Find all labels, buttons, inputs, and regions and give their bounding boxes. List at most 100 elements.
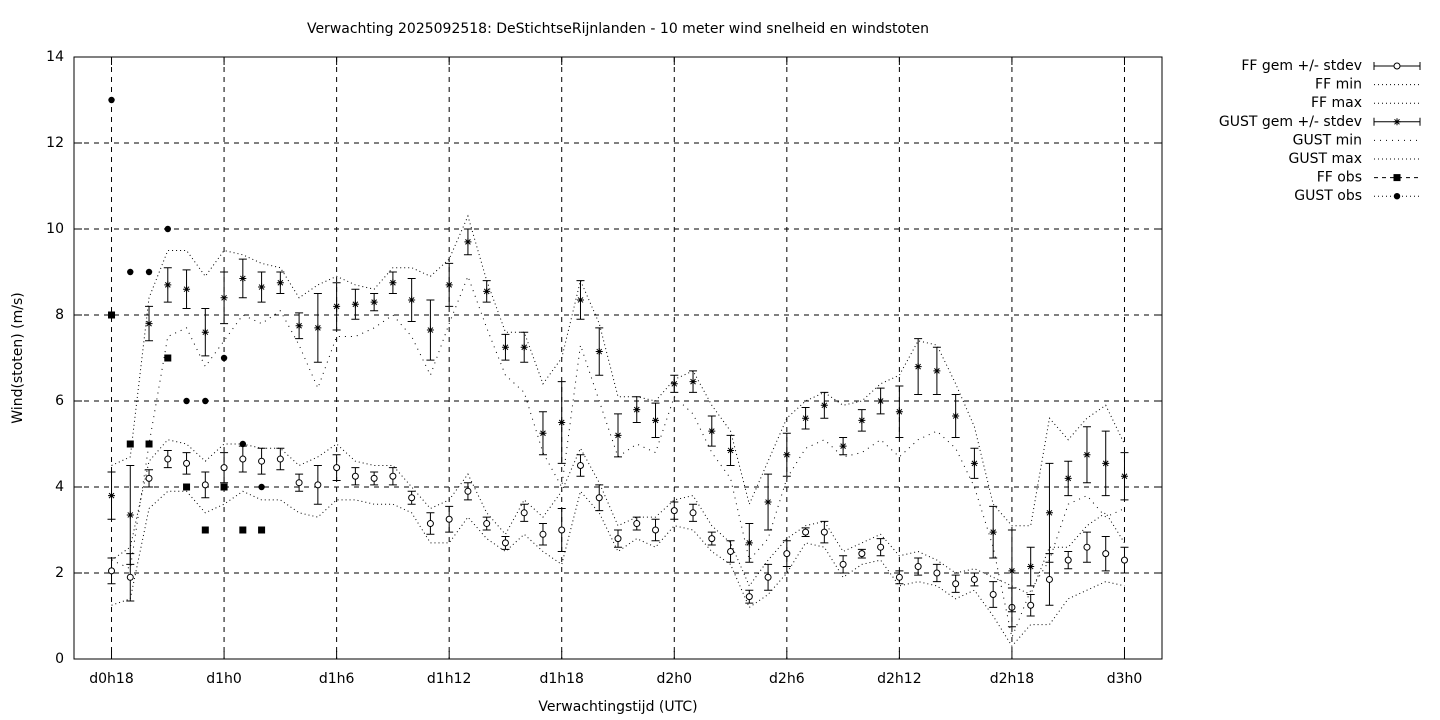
point: [183, 483, 191, 491]
point: [783, 550, 791, 558]
point: [652, 526, 660, 534]
point: [1393, 118, 1401, 126]
point: [1045, 509, 1053, 517]
point: [408, 296, 416, 304]
point: [1064, 556, 1072, 564]
point: [558, 526, 566, 534]
point: [164, 455, 172, 463]
point: [952, 412, 960, 420]
x-tick-label: d2h12: [877, 671, 921, 687]
point: [351, 472, 359, 480]
point: [652, 416, 660, 424]
point: [614, 431, 622, 439]
point: [295, 479, 303, 487]
point: [108, 492, 116, 500]
point: [220, 483, 228, 491]
point: [1102, 550, 1110, 558]
point: [408, 494, 416, 502]
point: [389, 279, 397, 287]
point: [689, 378, 697, 386]
y-tick-label: 10: [46, 221, 64, 237]
point: [1083, 543, 1091, 551]
point: [783, 451, 791, 459]
point: [1120, 472, 1128, 480]
point: [1393, 193, 1401, 200]
point: [877, 397, 885, 405]
x-axis-label: Verwachtingstijd (UTC): [538, 699, 697, 715]
point: [614, 535, 622, 543]
point: [989, 528, 997, 536]
point: [108, 567, 116, 575]
plot-frame: [73, 56, 1163, 660]
point: [858, 416, 866, 424]
point: [1064, 474, 1072, 482]
x-tick-label: d1h0: [206, 671, 242, 687]
point: [108, 96, 115, 104]
point: [220, 354, 228, 362]
legend-label: GUST obs: [1294, 188, 1362, 204]
point: [820, 401, 828, 409]
point: [802, 528, 810, 536]
point: [633, 406, 641, 414]
point: [914, 363, 922, 371]
point: [164, 281, 172, 289]
point: [839, 442, 847, 450]
point: [820, 528, 828, 536]
legend-label: FF min: [1315, 77, 1362, 93]
point: [1393, 174, 1401, 182]
point: [1045, 575, 1053, 583]
legend-label: GUST min: [1293, 132, 1362, 148]
point: [1027, 563, 1035, 571]
point: [239, 526, 247, 534]
point: [333, 464, 341, 472]
point: [183, 285, 191, 293]
point: [126, 440, 134, 448]
point: [895, 408, 903, 416]
point: [576, 296, 584, 304]
point: [970, 575, 978, 583]
point: [145, 474, 153, 482]
point: [370, 298, 378, 306]
point: [239, 440, 247, 448]
point: [164, 354, 172, 362]
point: [764, 498, 772, 506]
point: [183, 397, 190, 405]
point: [1083, 451, 1091, 459]
point: [933, 569, 941, 577]
point: [989, 591, 997, 598]
point: [126, 573, 134, 581]
point: [933, 367, 941, 375]
point: [670, 507, 678, 515]
point: [426, 326, 434, 334]
x-tick-label: d1h6: [319, 671, 355, 687]
x-tick-label: d2h18: [990, 671, 1034, 687]
point: [183, 459, 191, 467]
point: [1393, 62, 1401, 70]
point: [1102, 459, 1110, 467]
point: [895, 573, 903, 581]
point: [201, 328, 209, 336]
point: [164, 225, 171, 233]
x-tick-label: d2h0: [656, 671, 692, 687]
point: [220, 294, 228, 302]
legend-label: FF max: [1311, 95, 1362, 111]
legend-label: GUST gem +/- stdev: [1219, 114, 1362, 130]
point: [877, 543, 885, 551]
point: [108, 311, 116, 319]
y-tick-label: 12: [46, 135, 64, 151]
point: [201, 481, 209, 489]
point: [370, 474, 378, 482]
y-tick-label: 0: [55, 651, 64, 667]
point: [839, 560, 847, 568]
point: [276, 279, 284, 287]
point: [708, 427, 716, 435]
point: [389, 472, 397, 480]
point: [745, 539, 753, 547]
y-tick-label: 4: [55, 479, 64, 495]
point: [520, 343, 528, 351]
point: [258, 483, 265, 491]
point: [708, 535, 716, 543]
point: [501, 539, 509, 547]
